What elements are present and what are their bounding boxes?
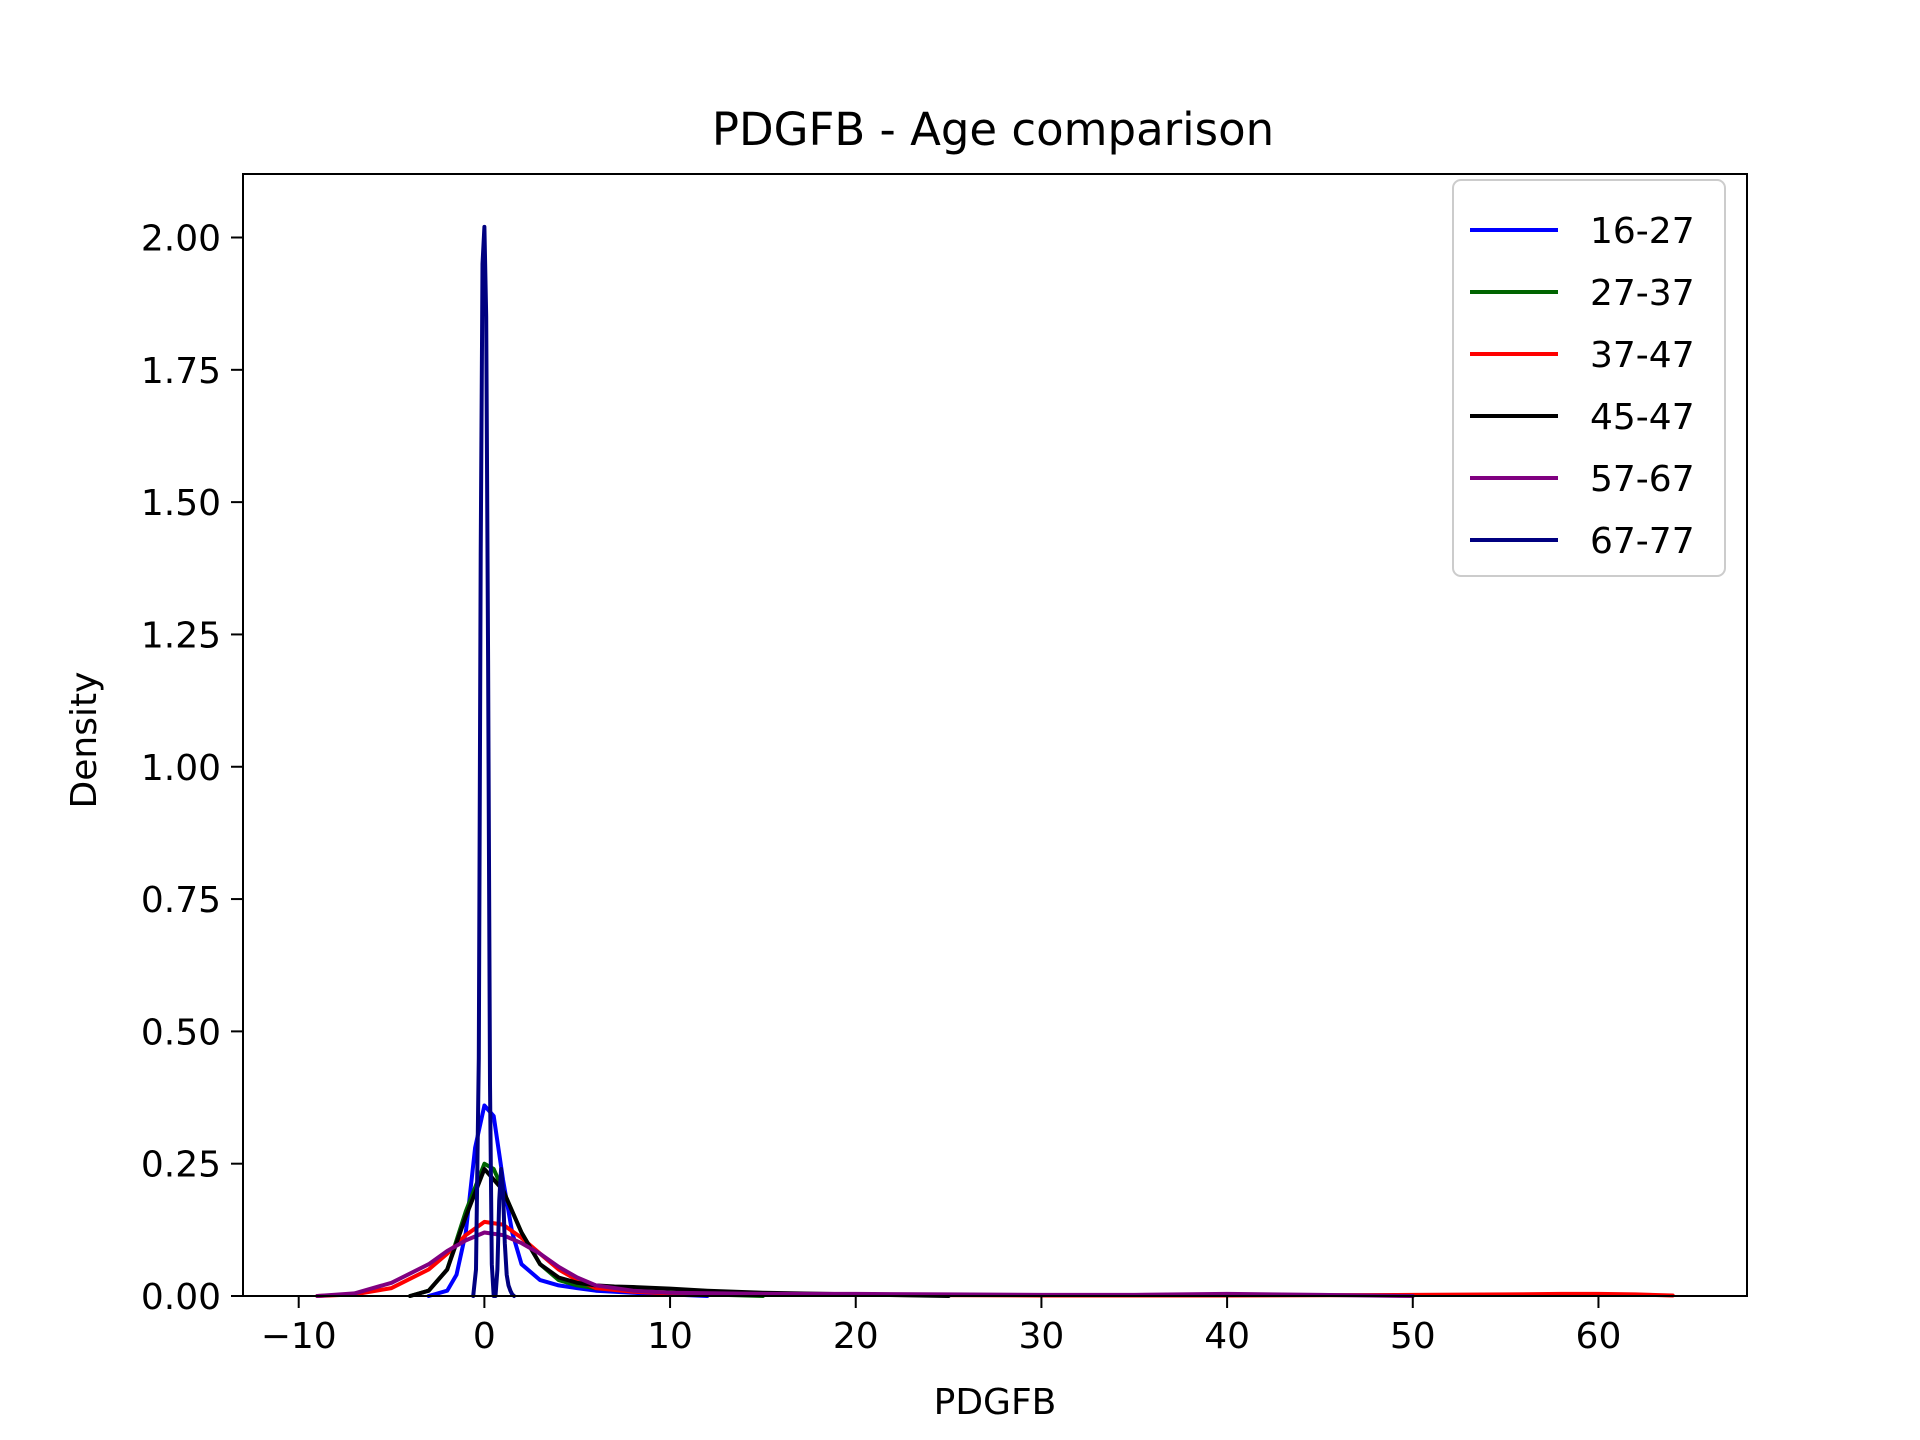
legend-label: 27-37 [1590, 273, 1695, 314]
y-tick-label: 1.25 [141, 615, 221, 656]
x-tick-label: 20 [833, 1316, 879, 1357]
y-axis-label: Density [64, 672, 105, 809]
legend-label: 16-27 [1590, 211, 1695, 252]
x-tick-label: 50 [1390, 1316, 1436, 1357]
plot-area [242, 173, 1748, 1298]
x-tick-label: 40 [1204, 1316, 1250, 1357]
y-tick-label: 0.25 [141, 1145, 221, 1186]
plot-frame [242, 173, 1748, 1297]
y-tick-label: 0.75 [141, 880, 221, 921]
chart-title: PDGFB - Age comparison [712, 103, 1274, 156]
y-tick-label: 0.50 [141, 1012, 221, 1053]
legend-label: 67-77 [1590, 521, 1695, 562]
y-tick-label: 0.00 [141, 1277, 221, 1318]
x-tick-label: −10 [261, 1316, 337, 1357]
series-line-67-77 [471, 224, 517, 1298]
y-tick-label: 2.00 [141, 219, 221, 260]
x-tick-label: 60 [1576, 1316, 1622, 1357]
x-tick-label: 10 [647, 1316, 693, 1357]
y-tick-label: 1.75 [141, 351, 221, 392]
x-axis: −10 0 10 20 30 40 50 60 [261, 1296, 1622, 1357]
x-axis-label: PDGFB [934, 1382, 1057, 1423]
series-line-57-67 [315, 1230, 1415, 1298]
y-tick-label: 1.00 [141, 748, 221, 789]
series-line-45-47 [408, 1167, 951, 1298]
legend-label: 37-47 [1590, 335, 1695, 376]
series-line-37-47 [315, 1219, 1675, 1298]
legend-label: 45-47 [1590, 397, 1695, 438]
y-tick-label: 1.50 [141, 483, 221, 524]
x-tick-label: 0 [473, 1316, 496, 1357]
x-tick-label: 30 [1019, 1316, 1065, 1357]
legend-entries: 16-27 27-37 37-47 45-47 57-67 67-77 [1470, 211, 1695, 562]
y-axis: 0.00 0.25 0.50 0.75 1.00 1.25 1.50 1.75 2.00 [141, 219, 243, 1318]
legend-label: 57-67 [1590, 459, 1695, 500]
legend: 16-27 27-37 37-47 45-47 57-67 67-77 [1452, 179, 1726, 577]
